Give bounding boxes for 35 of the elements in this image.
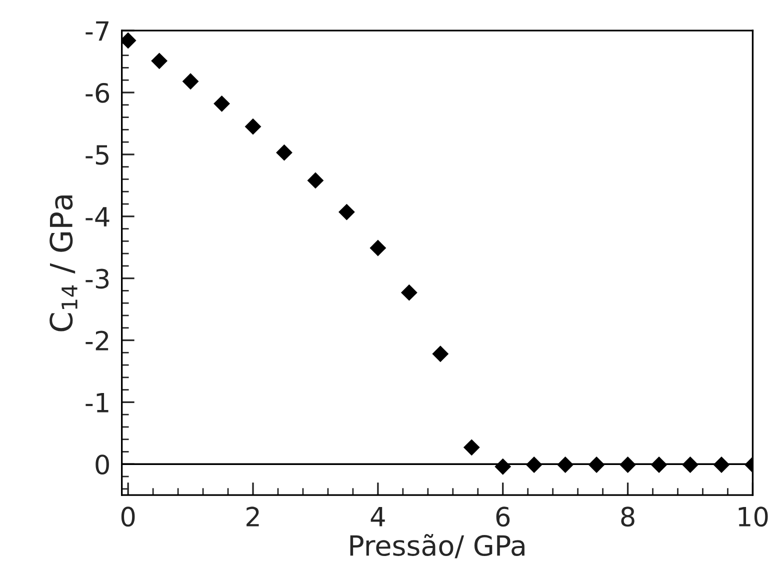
y-tick-label: -2 xyxy=(86,330,108,350)
point xyxy=(307,172,324,189)
point xyxy=(588,456,605,473)
point xyxy=(276,144,292,161)
point xyxy=(400,284,418,301)
y-tick-label: -7 xyxy=(86,21,108,41)
x-axis-title: Pressão/ GPa xyxy=(350,534,524,558)
point xyxy=(432,346,449,362)
y-tick-label: -3 xyxy=(86,268,109,289)
point xyxy=(650,456,668,473)
point xyxy=(557,456,574,473)
x-tick-label: 4 xyxy=(370,507,385,526)
y-tick-label: -1 xyxy=(86,392,108,412)
x-tick-label: 6 xyxy=(496,506,510,527)
point xyxy=(151,52,168,70)
point xyxy=(494,458,512,475)
y-axis-title: C$_{14}$ / GPa xyxy=(50,196,78,332)
x-tick-label: 10 xyxy=(738,506,768,527)
point xyxy=(214,95,230,112)
y-tick-label: 0 xyxy=(96,454,109,475)
point xyxy=(338,204,355,220)
x-tick-label: 8 xyxy=(621,506,634,527)
x-tick-label: 0 xyxy=(121,506,135,527)
point xyxy=(370,240,386,256)
y-tick-label: -5 xyxy=(86,145,108,165)
y-tick-label: -6 xyxy=(86,82,110,103)
point xyxy=(463,439,480,456)
point xyxy=(713,456,730,473)
point xyxy=(182,73,199,90)
x-tick-label: 2 xyxy=(246,506,259,526)
point xyxy=(682,456,698,473)
point xyxy=(244,118,262,135)
y-tick-label: -4 xyxy=(86,207,110,226)
point xyxy=(620,456,636,473)
point xyxy=(526,456,542,473)
